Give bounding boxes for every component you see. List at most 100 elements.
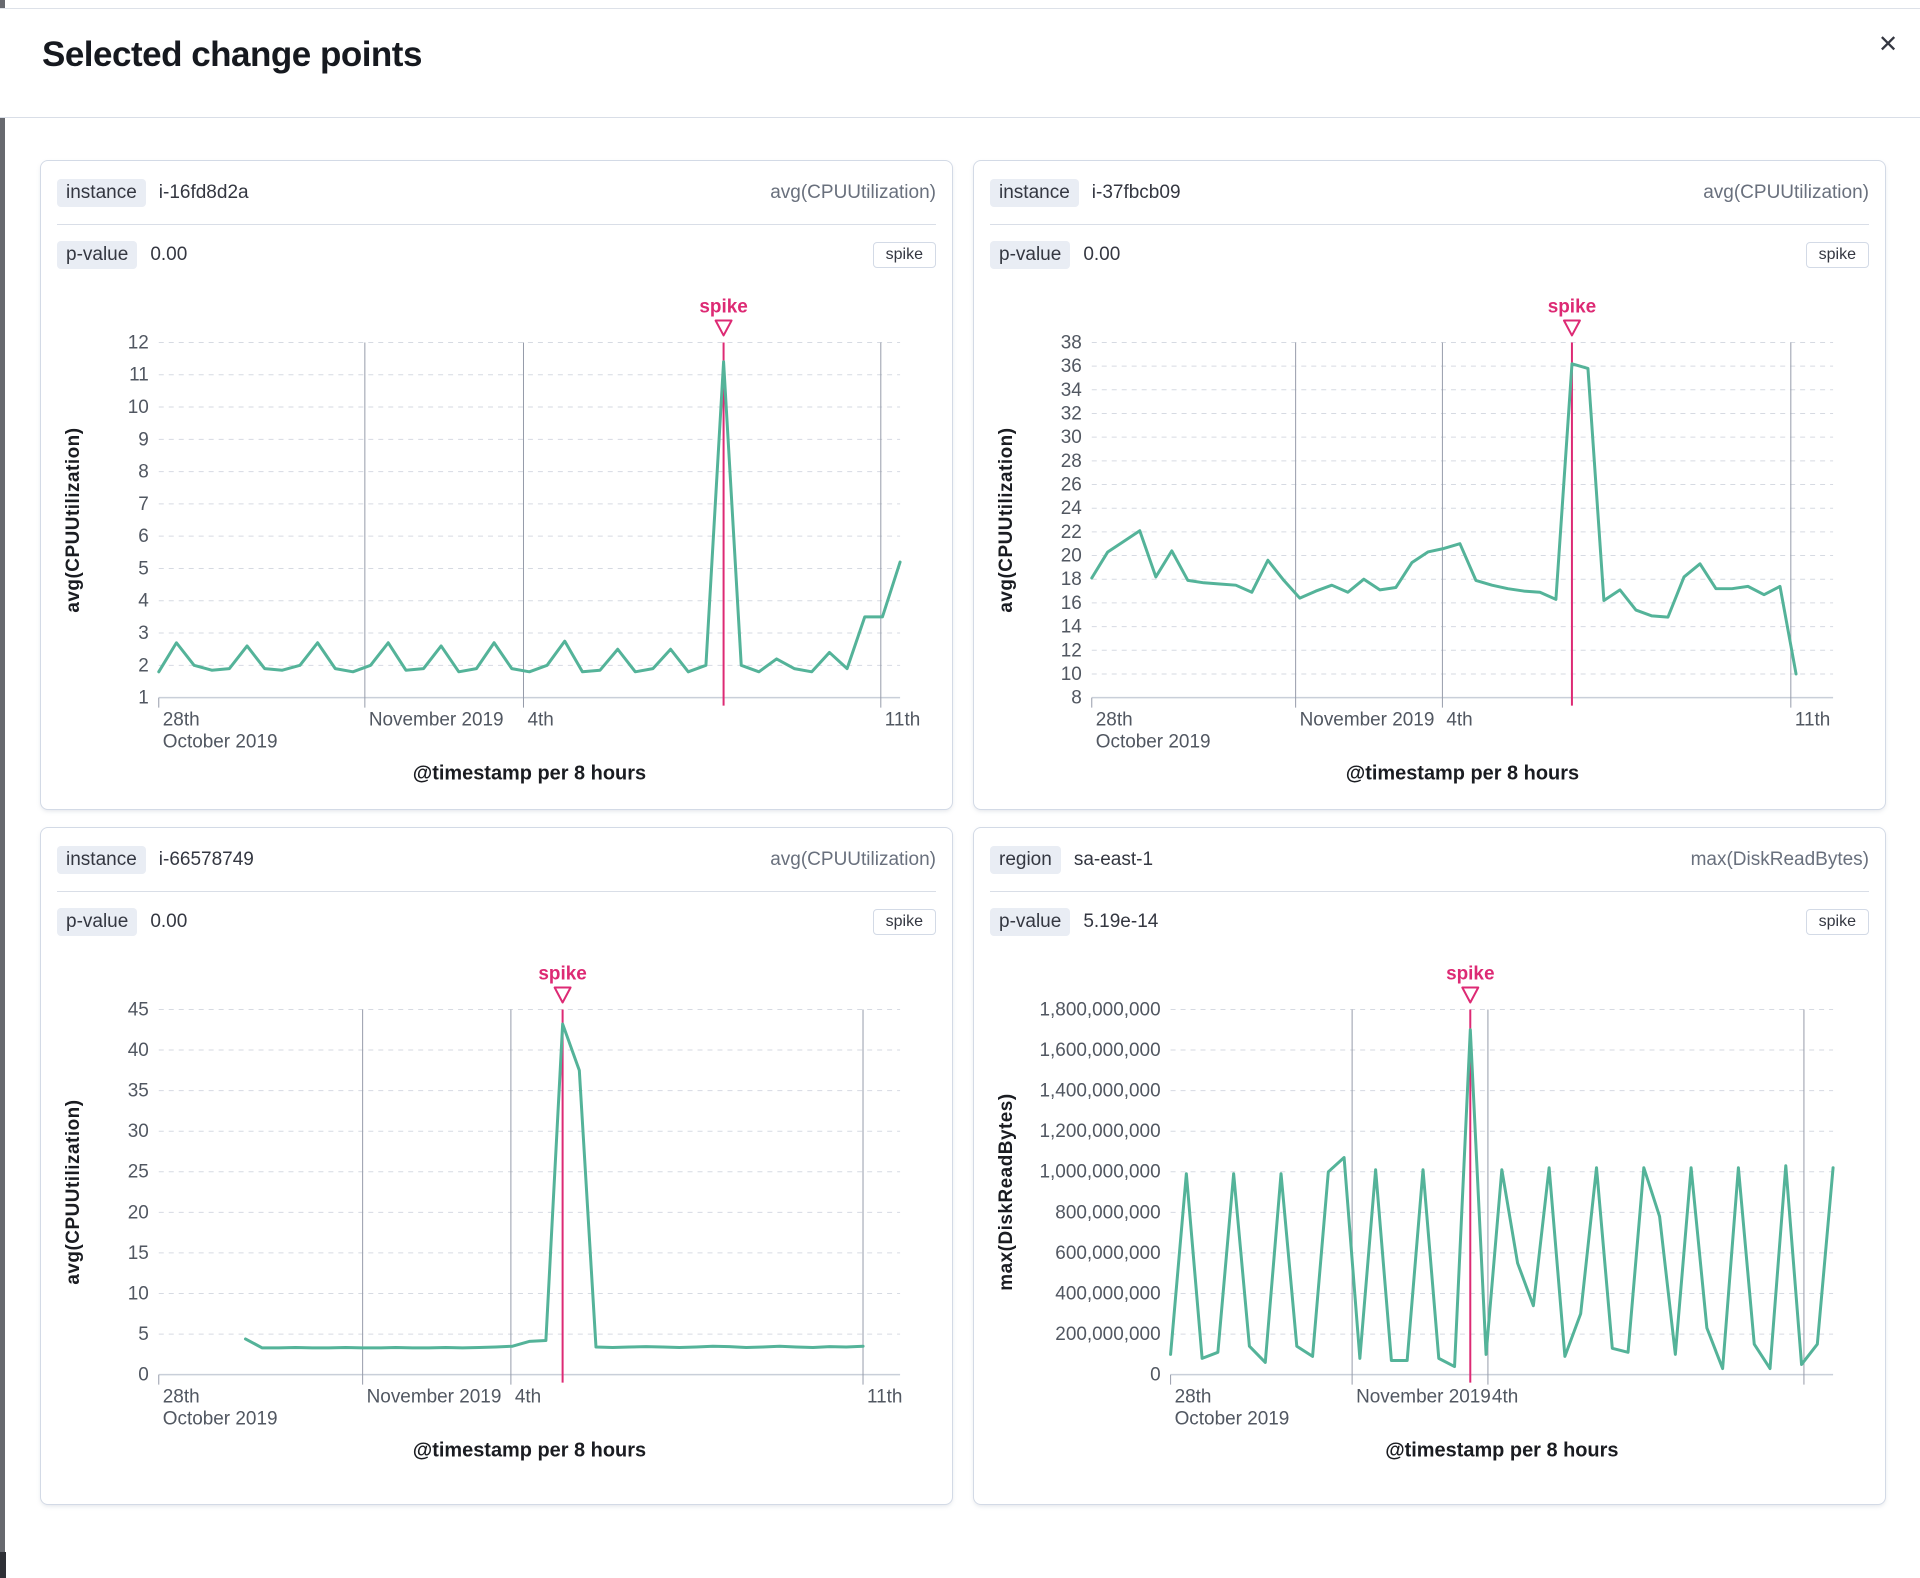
- split-field: instance i-66578749: [57, 845, 254, 874]
- svg-text:10: 10: [1061, 664, 1082, 685]
- line-chart[interactable]: 810121416182022242628303234363828thOctob…: [990, 278, 1869, 798]
- field-name-badge: instance: [990, 178, 1079, 207]
- svg-text:800,000,000: 800,000,000: [1055, 1202, 1160, 1223]
- svg-text:1,000,000,000: 1,000,000,000: [1040, 1162, 1161, 1183]
- p-value-badge: p-value: [57, 241, 138, 269]
- svg-text:0: 0: [138, 1365, 149, 1386]
- field-name-badge: instance: [57, 845, 146, 874]
- panel-header: instance i-16fd8d2a avg(CPUUtilization): [57, 161, 936, 225]
- svg-text:4th: 4th: [1446, 710, 1472, 731]
- svg-text:45: 45: [128, 999, 149, 1020]
- svg-text:18: 18: [1061, 569, 1082, 590]
- svg-text:26: 26: [1061, 475, 1082, 496]
- change-point-grid: instance i-16fd8d2a avg(CPUUtilization) …: [40, 160, 1886, 1505]
- svg-text:5: 5: [138, 558, 149, 579]
- panel-header: instance i-37fbcb09 avg(CPUUtilization): [990, 161, 1869, 225]
- field-value: sa-east-1: [1073, 848, 1154, 870]
- field-value: i-66578749: [158, 848, 254, 870]
- change-point-panel-2: instance i-37fbcb09 avg(CPUUtilization) …: [973, 160, 1886, 810]
- svg-text:8: 8: [138, 462, 149, 483]
- change-point-panel-3: instance i-66578749 avg(CPUUtilization) …: [40, 827, 953, 1505]
- svg-text:November 2019: November 2019: [367, 1387, 502, 1408]
- svg-text:34: 34: [1061, 380, 1082, 401]
- svg-text:6: 6: [138, 526, 149, 547]
- svg-text:9: 9: [138, 429, 149, 450]
- svg-text:16: 16: [1061, 593, 1082, 614]
- svg-text:25: 25: [128, 1162, 149, 1183]
- p-value: 0.00: [150, 911, 188, 932]
- svg-text:1,200,000,000: 1,200,000,000: [1040, 1121, 1161, 1142]
- svg-text:30: 30: [1061, 427, 1082, 448]
- svg-text:4th: 4th: [527, 710, 553, 731]
- panel-header: region sa-east-1 max(DiskReadBytes): [990, 828, 1869, 892]
- page-title: Selected change points: [42, 35, 422, 74]
- change-type-badge[interactable]: spike: [872, 909, 936, 935]
- change-point-chart[interactable]: 0 200,000,000 400,000,000 600,000,000 800,00…: [990, 945, 1869, 1490]
- page-left-edge: [0, 0, 5, 1578]
- field-name-badge: region: [990, 845, 1061, 874]
- svg-text:avg(CPUUtilization): avg(CPUUtilization): [63, 1099, 84, 1284]
- modal-top-border: [0, 8, 1920, 9]
- svg-text:28th: 28th: [1175, 1387, 1212, 1408]
- svg-text:30: 30: [128, 1121, 149, 1142]
- svg-text:24: 24: [1061, 498, 1082, 519]
- svg-text:4: 4: [138, 591, 149, 612]
- metric-label: max(DiskReadBytes): [1690, 848, 1869, 870]
- svg-text:October 2019: October 2019: [1175, 1409, 1290, 1430]
- p-value-row: p-value 5.19e-14 spike: [990, 905, 1869, 939]
- svg-text:36: 36: [1061, 356, 1082, 377]
- svg-text:12: 12: [128, 332, 149, 353]
- svg-text:spike: spike: [1548, 297, 1596, 318]
- close-icon[interactable]: ✕: [1866, 23, 1910, 67]
- svg-text:20: 20: [1061, 546, 1082, 567]
- change-point-panel-1: instance i-16fd8d2a avg(CPUUtilization) …: [40, 160, 953, 810]
- svg-text:38: 38: [1061, 332, 1082, 353]
- svg-text:October 2019: October 2019: [163, 1409, 278, 1430]
- split-field: instance i-37fbcb09: [990, 178, 1181, 207]
- svg-text:@timestamp per 8 hours: @timestamp per 8 hours: [1346, 762, 1579, 784]
- svg-text:@timestamp per 8 hours: @timestamp per 8 hours: [413, 1439, 646, 1461]
- svg-text:max(DiskReadBytes): max(DiskReadBytes): [996, 1093, 1017, 1290]
- svg-text:11th: 11th: [1795, 710, 1830, 731]
- change-type-badge[interactable]: spike: [872, 242, 936, 268]
- svg-text:@timestamp per 8 hours: @timestamp per 8 hours: [1385, 1439, 1618, 1461]
- change-type-badge[interactable]: spike: [1805, 242, 1869, 268]
- svg-text:200,000,000: 200,000,000: [1055, 1324, 1160, 1345]
- p-value-badge: p-value: [990, 241, 1071, 269]
- svg-text:8: 8: [1071, 688, 1082, 709]
- svg-text:28th: 28th: [163, 710, 200, 731]
- svg-text:avg(CPUUtilization): avg(CPUUtilization): [63, 427, 84, 612]
- change-point-chart[interactable]: 1 2 3 4 5 6 7 8 9 10 11 12 28th October 2019 November …: [57, 278, 936, 798]
- metric-label: avg(CPUUtilization): [1703, 181, 1869, 203]
- modal-header: Selected change points ✕: [0, 9, 1920, 118]
- svg-text:11: 11: [129, 365, 149, 386]
- p-value-badge: p-value: [57, 908, 138, 936]
- svg-text:40: 40: [128, 1040, 149, 1061]
- p-value: 0.00: [1083, 244, 1121, 265]
- svg-text:0: 0: [1150, 1365, 1161, 1386]
- change-type-badge[interactable]: spike: [1805, 909, 1869, 935]
- p-value-badge: p-value: [990, 908, 1071, 936]
- svg-text:11th: 11th: [885, 710, 920, 731]
- change-point-chart[interactable]: 8 10 12 14 16 18 20 22 24 26 28 30 32 34 36 38 28th Octob…: [990, 278, 1869, 798]
- page-left-edge-fragment-bottom: [0, 1552, 6, 1578]
- change-point-panel-4: region sa-east-1 max(DiskReadBytes) p-va…: [973, 827, 1886, 1505]
- line-chart[interactable]: 0 200,000,000 400,000,000 600,000,000 800,00…: [990, 945, 1869, 1490]
- svg-text:November 2019: November 2019: [1356, 1387, 1491, 1408]
- svg-text:20: 20: [128, 1202, 149, 1223]
- metric-label: avg(CPUUtilization): [770, 848, 936, 870]
- change-point-chart[interactable]: 0 5 10 15 20 25 30 35 40 45 28th October 2019 Novemb…: [57, 945, 936, 1490]
- svg-text:1: 1: [138, 688, 149, 709]
- svg-text:October 2019: October 2019: [163, 732, 278, 753]
- svg-text:spike: spike: [1446, 964, 1494, 985]
- svg-text:11th: 11th: [867, 1387, 902, 1408]
- field-name-badge: instance: [57, 178, 146, 207]
- p-value-row: p-value 0.00 spike: [990, 238, 1869, 272]
- svg-text:4th: 4th: [515, 1387, 541, 1408]
- svg-text:32: 32: [1061, 403, 1082, 424]
- svg-text:spike: spike: [699, 297, 747, 318]
- svg-text:22: 22: [1061, 522, 1082, 543]
